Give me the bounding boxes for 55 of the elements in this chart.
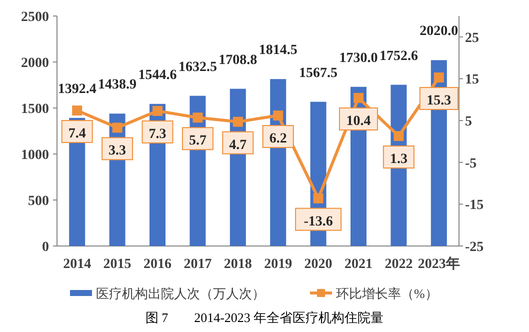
data-label: 1392.4: [58, 82, 96, 97]
x-tick-label: 2022: [384, 257, 413, 272]
x-tick-label: 2023年: [418, 256, 460, 272]
data-label: -13.6: [304, 214, 333, 230]
point: [152, 106, 162, 116]
data-label: 1544.6: [138, 68, 177, 83]
point: [192, 112, 203, 123]
data-label: 6.2: [269, 132, 287, 147]
y-tick-label: 1000: [21, 148, 49, 163]
x-tick-label: 2014: [63, 257, 92, 272]
y-tick-label: 2500: [21, 10, 49, 25]
point: [313, 193, 324, 204]
data-label: 1567.5: [299, 66, 338, 81]
point: [354, 92, 364, 103]
y2-tick-label: 5: [465, 114, 472, 130]
y2-tick-label: -5: [465, 156, 477, 172]
x-tick-label: 2018: [224, 257, 252, 272]
point: [273, 110, 284, 121]
point: [394, 131, 404, 142]
y-tick-label: 2000: [21, 56, 49, 71]
y-tick-label: 500: [28, 194, 49, 209]
data-label: 2020.0: [420, 24, 458, 40]
data-label: 1708.8: [218, 52, 258, 68]
y2-tick-label: 15: [465, 72, 479, 88]
x-tick-label: 2019: [264, 257, 292, 272]
data-label: 1730.0: [339, 50, 378, 66]
y-tick-label: 0: [42, 240, 49, 255]
data-label: 1752.6: [379, 48, 418, 64]
data-label: 1632.5: [178, 60, 217, 75]
x-tick-label: 2021: [344, 257, 372, 272]
data-label: 5.7: [188, 134, 206, 149]
x-tick-label: 2016: [144, 257, 172, 272]
legend-label: 医疗机构出院人次（万人次）: [96, 286, 265, 301]
y-tick-label: 1500: [21, 102, 49, 117]
text: 图 7 2014-2023 年全省医疗机构住院量: [145, 310, 384, 325]
data-label: 7.4: [68, 126, 86, 142]
data-label: 4.7: [229, 138, 247, 153]
y2-tick-label: 25: [465, 30, 479, 46]
point: [72, 106, 82, 116]
y2-tick-label: -15: [465, 198, 484, 214]
data-label: 7.3: [148, 126, 166, 142]
x-tick-label: 2017: [184, 257, 212, 272]
y2-tick-label: -25: [465, 240, 484, 255]
data-label: 15.3: [426, 93, 452, 108]
legend-label: 环比增长率（%）: [336, 286, 438, 301]
data-label: 1814.5: [258, 43, 298, 58]
x-tick-label: 2020: [304, 257, 332, 272]
data-label: 1438.9: [98, 78, 137, 93]
x-tick-label: 2015: [103, 257, 132, 272]
point: [434, 72, 444, 82]
point: [112, 122, 122, 133]
data-label: 3.3: [108, 144, 126, 159]
data-label: 1.3: [390, 152, 408, 168]
data-label: 10.4: [346, 114, 371, 129]
point: [232, 116, 243, 127]
